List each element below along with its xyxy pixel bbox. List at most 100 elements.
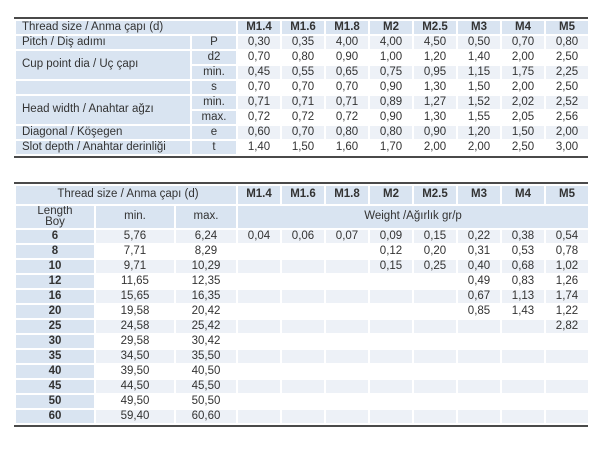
size-header: M2.5 (412, 184, 458, 206)
weight-cell (236, 378, 282, 395)
min-cell: 15,65 (94, 288, 176, 305)
weight-cell (456, 408, 502, 425)
weight-cell: 1,02 (544, 258, 590, 275)
weight-cell (412, 408, 458, 425)
spec-value-cell: 0,71 (280, 94, 327, 111)
length-table-row: 8 7,71 8,29 0,12 0,20 0,31 0,53 0,78 (14, 243, 590, 260)
length-cell: 12 (14, 273, 96, 290)
spec-row-label: Diagonal / Köşegen (14, 124, 192, 141)
weight-cell (280, 378, 326, 395)
length-column-header: Length Boy (14, 204, 96, 230)
weight-cell (544, 408, 590, 425)
length-table-row: 60 59,40 60,60 (14, 408, 590, 425)
weight-cell: 0,09 (368, 228, 414, 245)
spec-value-cell: 1,50 (500, 124, 547, 141)
length-cell: 25 (14, 318, 96, 335)
length-cell: 60 (14, 408, 96, 425)
weight-cell (280, 333, 326, 350)
length-cell: 35 (14, 348, 96, 365)
weight-cell (324, 348, 370, 365)
weight-cell: 0,38 (500, 228, 546, 245)
spec-value-cell: 1,27 (412, 94, 459, 111)
weight-cell (368, 333, 414, 350)
min-cell: 49,50 (94, 393, 176, 410)
spec-value-cell: 2,25 (544, 64, 591, 81)
spec-value-cell: 2,02 (500, 94, 547, 111)
length-weight-table: Thread size / Anma çapı (d) M1.4 M1.6 M1… (14, 184, 590, 425)
spec-header-row: Thread size / Anma çapı (d) M1.4 M1.6 M1… (13, 19, 591, 36)
weight-cell (324, 333, 370, 350)
spec-table-row: Head width / Anahtar ağzı min. 0,71 0,71 0,7… (14, 94, 591, 126)
weight-cell (236, 258, 282, 275)
spec-value-cell: 0,45 (236, 64, 283, 81)
size-header: M4 (500, 184, 546, 206)
weight-cell (544, 333, 590, 350)
weight-cell (412, 303, 458, 320)
weight-cell (236, 333, 282, 350)
spec-value-cell: 1,75 (500, 64, 547, 81)
spec-value-cell: 1,70 (368, 139, 415, 156)
length-cell: 45 (14, 378, 96, 395)
spec-value-cell: 0,50 (456, 34, 503, 51)
weight-cell (280, 393, 326, 410)
weight-cell: 1,43 (500, 303, 546, 320)
weight-cell: 0,15 (368, 258, 414, 275)
spec-value-cell: 0,70 (324, 79, 371, 96)
weight-cell (500, 363, 546, 380)
size-header: M1.6 (280, 184, 326, 206)
weight-cell (412, 348, 458, 365)
weight-cell (280, 363, 326, 380)
spec-value-cell: 3,00 (544, 139, 591, 156)
weight-cell (500, 408, 546, 425)
spec-value-cell: 0,95 (412, 64, 459, 81)
spec-row-symbol: P (189, 34, 239, 51)
spec-row-symbol: e (189, 124, 239, 141)
spec-value-cell: 0,70 (236, 49, 283, 66)
spec-value-cell: 0,80 (544, 34, 591, 51)
spec-value-cell: 1,20 (456, 124, 503, 141)
weight-cell (544, 393, 590, 410)
dimension-spec-table-wrap: Thread size / Anma çapı (d) M1.4 M1.6 M1… (13, 17, 591, 158)
length-cell: 20 (14, 303, 96, 320)
weight-cell: 0,78 (544, 243, 590, 260)
spec-value-cell: 1,40 (456, 49, 503, 66)
weight-cell (456, 348, 502, 365)
weight-cell (368, 273, 414, 290)
weight-cell (324, 393, 370, 410)
weight-cell: 0,67 (456, 288, 502, 305)
spec-table-row: min. 0,45 0,55 0,65 0,75 0,95 1,15 1,75 2,25 (15, 64, 591, 81)
weight-cell: 2,82 (544, 318, 590, 335)
spec-value-cell: 0,80 (324, 124, 371, 141)
min-cell: 5,76 (94, 228, 176, 245)
weight-cell (368, 408, 414, 425)
length-cell: 16 (14, 288, 96, 305)
length-table-row: 30 29,58 30,42 (14, 333, 590, 350)
spec-value-cell: 0,72 (324, 109, 371, 126)
spec-value-cell: 1,52 (456, 94, 503, 111)
weight-cell (500, 393, 546, 410)
max-cell: 12,35 (174, 273, 238, 290)
spec-row-label (14, 79, 192, 96)
spec-table-row: Slot depth / Anahtar derinliği t 1,40 1,50 1… (14, 139, 591, 156)
weight-cell: 0,22 (456, 228, 502, 245)
weight-cell (368, 348, 414, 365)
weight-cell (324, 288, 370, 305)
weight-cell: 0,53 (500, 243, 546, 260)
weight-cell (280, 348, 326, 365)
spec-value-cell: 0,70 (236, 79, 283, 96)
max-cell: 16,35 (174, 288, 238, 305)
weight-cell (236, 318, 282, 335)
spec-value-cell: 2,52 (544, 94, 591, 111)
weight-cell: 0,04 (236, 228, 282, 245)
size-header: M1.8 (324, 19, 371, 36)
weight-cell (500, 378, 546, 395)
length-table-row: 25 24,58 25,42 2,82 (14, 318, 590, 335)
weight-cell (412, 273, 458, 290)
weight-cell (456, 363, 502, 380)
size-header: M1.8 (324, 184, 370, 206)
weight-cell: 0,68 (500, 258, 546, 275)
weight-cell (324, 408, 370, 425)
length-table-row: 50 49,50 50,50 (14, 393, 590, 410)
spec-value-cell: 0,90 (412, 124, 459, 141)
max-column-header: max. (174, 204, 238, 230)
